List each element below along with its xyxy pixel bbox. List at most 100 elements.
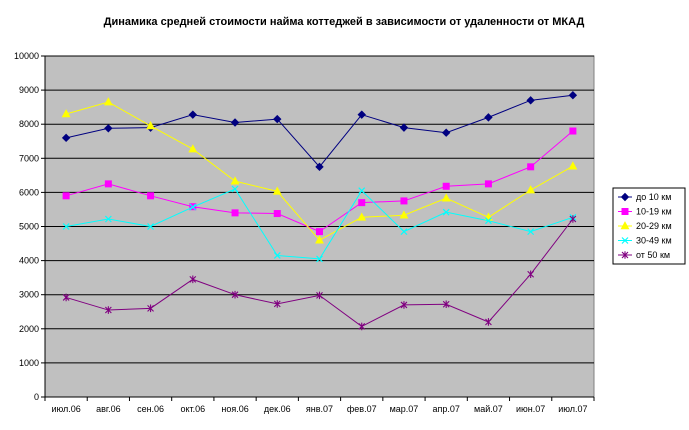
x-tick-label: янв.07 — [306, 404, 333, 414]
data-point — [526, 96, 535, 105]
data-point — [400, 197, 408, 205]
grid-lines — [45, 55, 594, 364]
data-point — [189, 203, 197, 211]
legend-label: 10-19 км — [636, 207, 672, 217]
y-tick-label: 1000 — [19, 358, 39, 368]
data-point — [441, 128, 451, 137]
y-tick-label: 10000 — [14, 51, 39, 61]
data-point — [61, 133, 71, 143]
data-point — [104, 306, 112, 314]
data-point — [62, 192, 70, 200]
legend-label: от 50 км — [636, 250, 670, 260]
y-tick-label: 9000 — [19, 85, 39, 95]
x-tick-label: мар.07 — [390, 404, 419, 414]
data-point — [568, 161, 578, 170]
data-point — [147, 304, 154, 313]
data-point — [569, 127, 577, 135]
data-point — [527, 270, 535, 279]
data-point — [526, 185, 536, 194]
data-point — [315, 235, 324, 244]
x-tick-label: май.07 — [474, 404, 503, 414]
data-point — [230, 118, 240, 127]
data-point — [357, 110, 366, 119]
x-tick-label: апр.07 — [432, 404, 459, 414]
x-tick-label: сен.06 — [137, 404, 164, 414]
data-point — [485, 318, 492, 326]
y-tick-label: 5000 — [19, 222, 39, 232]
data-point — [189, 275, 197, 284]
data-point — [527, 228, 535, 236]
legend: до 10 км 10-19 км 20-29 км 30-49 км от 50 км — [612, 187, 686, 265]
y-tick-label: 4000 — [19, 256, 39, 266]
x-tick-label: июн.07 — [516, 404, 545, 414]
data-point — [231, 209, 239, 217]
y-axis: 0 1000 2000 3000 4000 5000 6000 7000 8000 9000 100… — [14, 51, 46, 402]
data-point — [146, 121, 156, 130]
data-point — [316, 255, 323, 263]
data-point — [104, 124, 113, 133]
data-point — [357, 212, 367, 221]
y-tick-label: 2000 — [19, 324, 39, 334]
data-point — [484, 113, 493, 122]
legend-marker — [620, 192, 630, 202]
y-tick-label: 0 — [34, 392, 39, 402]
data-point — [442, 182, 450, 190]
x-tick-label: авг.06 — [96, 404, 120, 414]
data-point — [316, 291, 323, 300]
data-point — [188, 144, 198, 153]
x-tick-label: ноя.06 — [221, 404, 248, 414]
legend-label: 20-29 км — [636, 221, 672, 231]
data-point — [231, 290, 239, 299]
data-point — [358, 322, 366, 331]
chart-title: Динамика средней стоимости найма коттедж… — [104, 16, 585, 28]
data-point — [104, 215, 112, 223]
x-tick-label: дек.06 — [264, 404, 291, 414]
data-point — [103, 97, 113, 106]
data-point — [484, 217, 492, 225]
data-point — [399, 210, 409, 219]
data-point — [568, 91, 578, 100]
data-point — [442, 300, 450, 309]
legend-marker — [621, 251, 629, 259]
x-tick-label: окт.06 — [180, 404, 205, 414]
data-point — [315, 162, 324, 172]
data-point — [230, 176, 240, 185]
data-point — [484, 180, 492, 188]
legend-marker — [621, 237, 629, 244]
data-point — [147, 192, 155, 200]
y-tick-label: 7000 — [19, 153, 39, 163]
data-point — [400, 301, 408, 309]
data-point — [527, 163, 535, 171]
y-tick-label: 3000 — [19, 290, 39, 300]
y-tick-label: 6000 — [19, 187, 39, 197]
data-point — [188, 110, 198, 119]
data-point — [400, 228, 408, 236]
legend-marker — [621, 208, 629, 215]
data-point — [231, 185, 239, 193]
data-point — [273, 252, 281, 259]
series-layer — [61, 91, 578, 331]
data-point — [62, 223, 70, 230]
data-point — [441, 193, 451, 202]
x-tick-label: фев.07 — [347, 404, 377, 414]
x-axis: июл.06 авг.06 сен.06 окт.06 ноя.06 дек.06 янв.… — [44, 396, 595, 414]
data-point — [316, 228, 323, 236]
data-point — [273, 114, 282, 124]
data-point — [358, 187, 366, 195]
data-point — [104, 180, 112, 188]
data-point — [273, 210, 281, 218]
data-point — [62, 293, 70, 302]
y-tick-label: 8000 — [19, 119, 39, 129]
x-tick-label: июл.07 — [558, 404, 587, 414]
data-point — [358, 199, 366, 207]
legend-label: 30-49 км — [636, 236, 672, 246]
data-point — [442, 208, 450, 216]
x-tick-label: июл.06 — [51, 404, 80, 414]
legend-marker — [620, 221, 630, 230]
legend-label: до 10 км — [636, 192, 671, 202]
data-point — [273, 300, 281, 308]
data-point — [61, 109, 71, 118]
data-point — [147, 223, 155, 230]
data-point — [399, 123, 409, 132]
